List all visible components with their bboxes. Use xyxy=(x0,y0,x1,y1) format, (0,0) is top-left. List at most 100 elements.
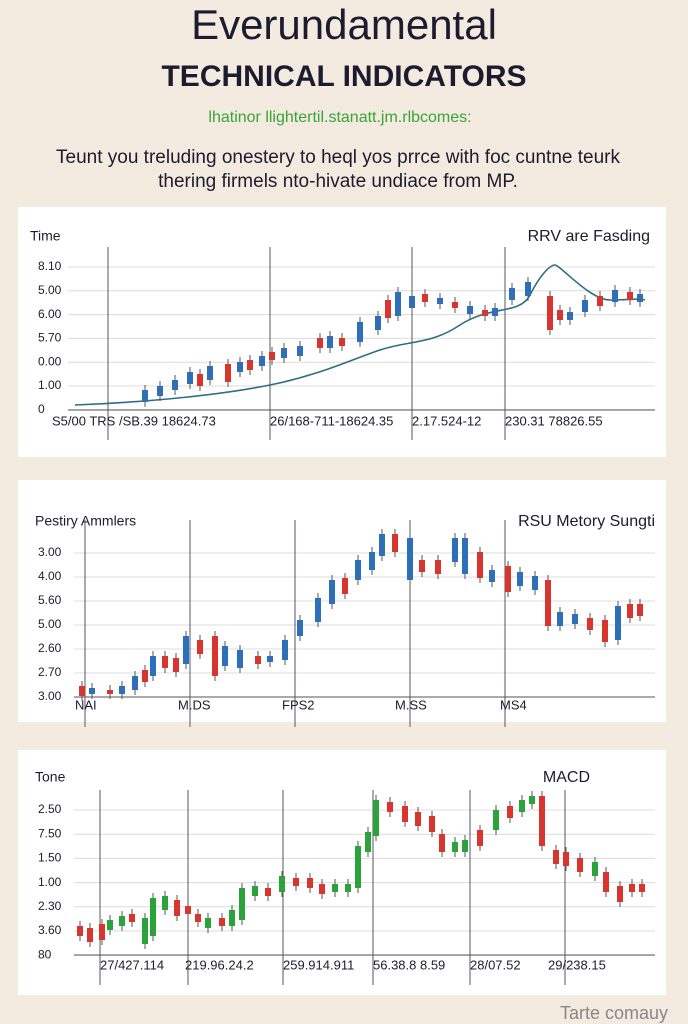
candle xyxy=(532,576,538,590)
panel-title: RSU Metory Sungti xyxy=(518,513,655,530)
candle xyxy=(247,360,253,370)
trend-line xyxy=(74,264,646,406)
candle xyxy=(467,306,473,314)
candle xyxy=(637,294,643,302)
candle xyxy=(379,534,385,556)
x-label: 2.17.524-12 xyxy=(412,413,481,428)
candle xyxy=(345,884,351,892)
candle xyxy=(365,832,371,852)
candle xyxy=(602,620,608,642)
y-label: 1.00 xyxy=(38,875,62,889)
candle xyxy=(279,876,285,892)
footer: Tarte comauy xyxy=(560,1003,668,1023)
y-label: 4.00 xyxy=(38,569,62,583)
candle xyxy=(529,796,535,804)
candle xyxy=(577,858,583,872)
candle xyxy=(107,690,113,694)
y-label: 8.10 xyxy=(38,259,62,273)
candle xyxy=(477,830,483,846)
panel xyxy=(18,207,666,457)
candle xyxy=(207,366,213,380)
panel-title: Tone xyxy=(35,769,66,785)
y-label: 3.00 xyxy=(38,545,62,559)
x-label: MS4 xyxy=(500,697,527,712)
candle xyxy=(612,290,618,302)
candle xyxy=(119,686,125,694)
candle xyxy=(437,298,443,304)
candle xyxy=(297,346,303,356)
candle xyxy=(507,806,513,818)
candle xyxy=(557,612,563,626)
candle xyxy=(197,640,203,654)
candle xyxy=(553,850,559,864)
candle xyxy=(375,316,381,330)
candle xyxy=(493,810,499,830)
candle xyxy=(572,614,578,624)
x-label: NAI xyxy=(75,697,97,712)
candle xyxy=(282,640,288,660)
candle xyxy=(237,362,243,372)
y-label: 2.70 xyxy=(38,665,62,679)
description: thering firmels nto-hivate undiace from … xyxy=(158,171,518,192)
candle xyxy=(419,560,425,572)
candle xyxy=(429,816,435,832)
y-label: 0.00 xyxy=(38,354,62,368)
panel-title: RRV are Fasding xyxy=(528,228,650,245)
description: Teunt you treluding onestery to heql yos… xyxy=(56,147,620,168)
candle xyxy=(119,916,125,926)
candle xyxy=(197,374,203,386)
subtitle: lhatinor llightertil.stanatt.jm.rlbcomes… xyxy=(208,109,471,126)
y-label: 2.30 xyxy=(38,899,62,913)
candle xyxy=(219,918,225,926)
candle xyxy=(342,578,348,594)
candle xyxy=(517,572,523,586)
candle xyxy=(142,390,148,402)
candle xyxy=(315,598,321,622)
candle xyxy=(172,380,178,390)
candle xyxy=(225,364,231,382)
candle xyxy=(269,352,275,360)
candle xyxy=(265,888,271,896)
y-label: 5.60 xyxy=(38,593,62,607)
candle xyxy=(582,300,588,312)
candle xyxy=(563,852,569,866)
candle xyxy=(395,292,401,316)
candle xyxy=(150,898,156,936)
candle xyxy=(462,840,468,852)
candle xyxy=(157,386,163,396)
candle xyxy=(173,658,179,672)
candle xyxy=(482,310,488,316)
candle xyxy=(355,560,361,580)
candle xyxy=(142,670,148,682)
candle xyxy=(174,900,180,916)
x-label: 259.914.911 xyxy=(283,957,354,972)
candle xyxy=(317,338,323,348)
y-label: 3.60 xyxy=(38,923,62,937)
y-label: 1.00 xyxy=(38,378,62,392)
y-label: 5.00 xyxy=(38,283,62,297)
candle xyxy=(415,812,421,826)
candle xyxy=(150,656,156,676)
y-label: 6.00 xyxy=(38,307,62,321)
candle xyxy=(407,538,413,580)
candle xyxy=(187,372,193,384)
y-label: 5.70 xyxy=(38,331,62,345)
candle xyxy=(281,348,287,358)
candle xyxy=(477,552,483,578)
x-label: 56.38.8 8.59 xyxy=(373,957,445,972)
candle xyxy=(162,896,168,910)
candle xyxy=(329,580,335,604)
candle xyxy=(409,296,415,308)
panel-title: Pestiry Ammlers xyxy=(35,513,136,529)
candle xyxy=(505,566,511,592)
candle xyxy=(539,796,545,846)
candle xyxy=(509,288,515,300)
x-label: M.SS xyxy=(395,697,427,712)
panel-title: Time xyxy=(30,228,61,244)
candle xyxy=(557,310,563,320)
candle xyxy=(617,886,623,902)
candle xyxy=(439,834,445,852)
candle xyxy=(452,538,458,562)
candle xyxy=(162,656,168,668)
candle xyxy=(87,928,93,942)
